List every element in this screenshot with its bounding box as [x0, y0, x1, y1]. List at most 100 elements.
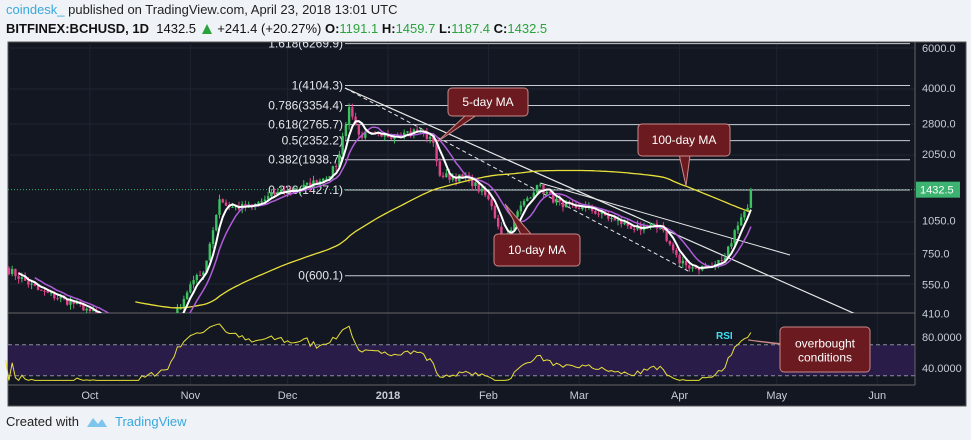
candle-body	[270, 192, 273, 197]
candle-body	[4, 268, 6, 270]
fib-level-label: 0.382(1938.7)	[268, 153, 343, 167]
low-value: 1187.4	[451, 21, 491, 36]
candle-body	[555, 198, 558, 203]
fib-level-label: 0.5(2352.2)	[282, 134, 343, 148]
candle-body	[40, 289, 43, 291]
candle-body	[678, 254, 681, 264]
candle-body	[691, 267, 694, 269]
candle-body	[10, 268, 14, 275]
candle-body	[195, 275, 199, 281]
candle-body	[347, 107, 351, 125]
candle-body	[574, 205, 578, 208]
price-tick-label: 1050.0	[922, 215, 956, 227]
candle-body	[273, 192, 276, 195]
candle-body	[263, 199, 267, 202]
created-with-label: Created with	[6, 414, 79, 429]
candle-body	[613, 217, 616, 221]
candle-body	[493, 206, 497, 218]
candle-body	[539, 184, 542, 186]
candle-body	[202, 272, 205, 276]
candle-body	[477, 182, 480, 192]
candle-body	[445, 173, 448, 178]
low-label: L:	[438, 21, 452, 36]
candle-body	[671, 244, 675, 251]
publish-text: published on TradingView.com, April 23, …	[68, 2, 398, 17]
candle-body	[325, 178, 328, 180]
rsi-label: RSI	[716, 331, 733, 342]
candle-body	[694, 267, 697, 269]
candle-body	[629, 225, 633, 229]
candle-body	[302, 184, 305, 189]
candle-body	[565, 203, 568, 208]
candle-body	[739, 217, 743, 226]
rsi-tick-label: 40.0000	[922, 363, 962, 375]
rsi-line	[5, 323, 752, 382]
time-tick-label: 2018	[376, 390, 400, 402]
candle-body	[633, 228, 636, 230]
time-tick-label: Dec	[278, 390, 298, 402]
time-tick-label: Feb	[479, 390, 498, 402]
ma5-line	[18, 120, 752, 313]
footer: Created with TradingView	[6, 414, 187, 429]
candle-body	[749, 189, 753, 208]
candle-body	[733, 230, 736, 244]
candle-body	[545, 191, 548, 194]
candle-body	[69, 300, 72, 305]
candle-body	[322, 178, 325, 181]
candle-body	[49, 292, 53, 294]
candle-body	[684, 260, 688, 266]
candle-body	[208, 243, 211, 261]
candle-body	[383, 133, 386, 137]
candle-body	[535, 185, 539, 193]
candle-body	[305, 182, 309, 185]
candle-body	[432, 136, 435, 143]
close-value: 1432.5	[507, 21, 548, 36]
tradingview-link[interactable]: TradingView	[114, 414, 187, 429]
candle-body	[176, 308, 179, 313]
publisher-link[interactable]: coindesk_	[6, 2, 65, 17]
candle-body	[415, 129, 419, 132]
ma10-line	[34, 126, 752, 313]
candle-body	[72, 300, 75, 304]
candle-body	[218, 199, 221, 215]
price-tick-label: 2800.0	[922, 118, 956, 130]
ma5-callout-label: 5-day MA	[462, 95, 513, 109]
candle-body	[620, 219, 623, 225]
candle-body	[276, 191, 280, 195]
price-pane: 1.618(6269.9) 1(4104.3) 0.786(3354.4) 0.618…	[4, 37, 910, 313]
candle-body	[697, 267, 701, 271]
candle-body	[509, 229, 513, 234]
last-price-tag-label: 1432.5	[920, 185, 954, 197]
last-price-tag	[916, 181, 960, 198]
candle-body	[406, 131, 409, 133]
candle-body	[746, 207, 749, 212]
candle-body	[474, 182, 477, 187]
candle-body	[668, 240, 672, 245]
candle-body	[487, 195, 490, 200]
candle-body	[500, 226, 503, 236]
ma10-callout-label: 10-day MA	[508, 243, 566, 257]
high-label: H:	[381, 21, 396, 36]
symbol: BITFINEX:BCHUSD, 1D	[6, 21, 150, 36]
open-label: O:	[324, 21, 340, 36]
ma5-callout-box	[447, 87, 529, 117]
candle-body	[23, 277, 27, 281]
overbought-callout-label: overbought conditions	[795, 337, 856, 365]
high-value: 1459.7	[395, 21, 436, 36]
price-tick-label: 550.0	[922, 279, 950, 291]
candle-body	[390, 137, 393, 139]
candle-body	[27, 280, 30, 285]
candle-body	[192, 280, 195, 285]
candle-body	[519, 205, 523, 212]
candle-body	[66, 298, 69, 305]
candle-body	[380, 133, 383, 137]
candle-body	[20, 277, 24, 279]
candle-body	[652, 223, 655, 225]
candle-body	[727, 246, 730, 258]
candle-body	[17, 276, 20, 279]
candle-body	[331, 166, 335, 177]
fib-level-label: 1.618(6269.9)	[268, 37, 343, 51]
candle-body	[441, 175, 445, 178]
candle-body	[675, 250, 678, 255]
